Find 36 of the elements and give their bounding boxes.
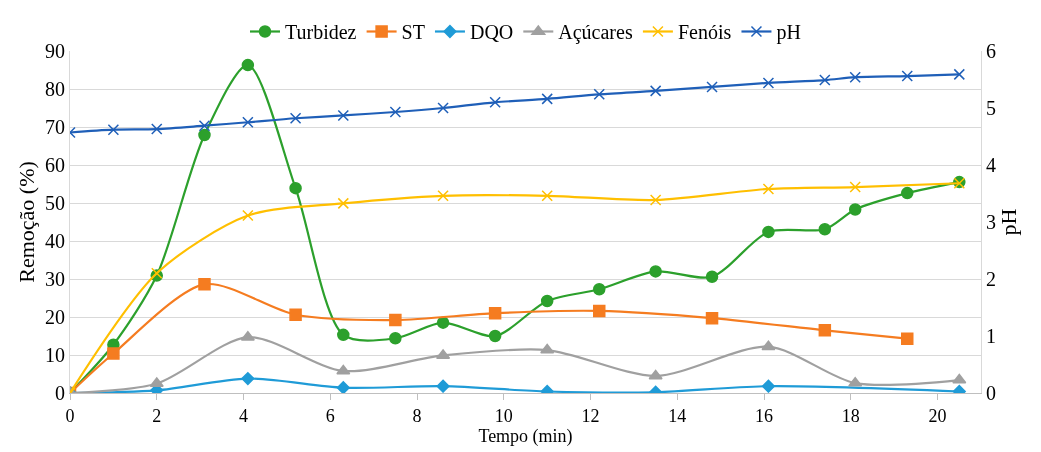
y-tick-label: 0: [55, 382, 65, 404]
y-tick-label: 90: [45, 40, 65, 62]
legend-label: Açúcares: [558, 21, 633, 45]
x-tick-label: 6: [325, 405, 335, 426]
legend-label: DQO: [469, 21, 514, 44]
x-tick-label: 16: [755, 405, 774, 426]
y-tick-label: 20: [45, 306, 65, 328]
x-tick-label: 4: [239, 405, 249, 426]
x-tick-label: 12: [581, 405, 600, 426]
legend-label: ST: [401, 21, 425, 44]
y2-tick-label: 1: [986, 325, 996, 347]
x-tick-label: 10: [494, 405, 513, 426]
y-tick-label: 50: [45, 192, 65, 214]
y2-tick-label: 3: [986, 211, 996, 233]
y2-tick-label: 5: [986, 97, 996, 119]
y-tick-label: 40: [45, 230, 65, 252]
y2-tick-label: 2: [986, 268, 996, 290]
y2-axis-title: pH: [996, 208, 1021, 236]
x-tick-label: 20: [928, 405, 947, 426]
y-tick-label: 10: [45, 344, 65, 366]
x-axis-title: Tempo (min): [478, 425, 573, 447]
legend-label: pH: [776, 21, 801, 45]
y2-tick-label: 0: [986, 382, 996, 404]
y-axis-title: Remoção (%): [13, 161, 39, 283]
y2-tick-label: 6: [986, 40, 996, 62]
y-tick-label: 70: [45, 116, 65, 138]
x-tick-label: 2: [152, 405, 162, 426]
x-tick-label: 8: [412, 405, 422, 426]
x-tick-label: 14: [668, 405, 687, 426]
legend-label: Fenóis: [677, 21, 732, 44]
y2-tick-label: 4: [986, 154, 996, 176]
y-tick-label: 80: [45, 78, 65, 100]
y-tick-label: 30: [45, 268, 65, 290]
x-tick-label: 18: [841, 405, 860, 426]
legend-label: Turbidez: [285, 21, 357, 44]
y-tick-label: 60: [45, 154, 65, 176]
